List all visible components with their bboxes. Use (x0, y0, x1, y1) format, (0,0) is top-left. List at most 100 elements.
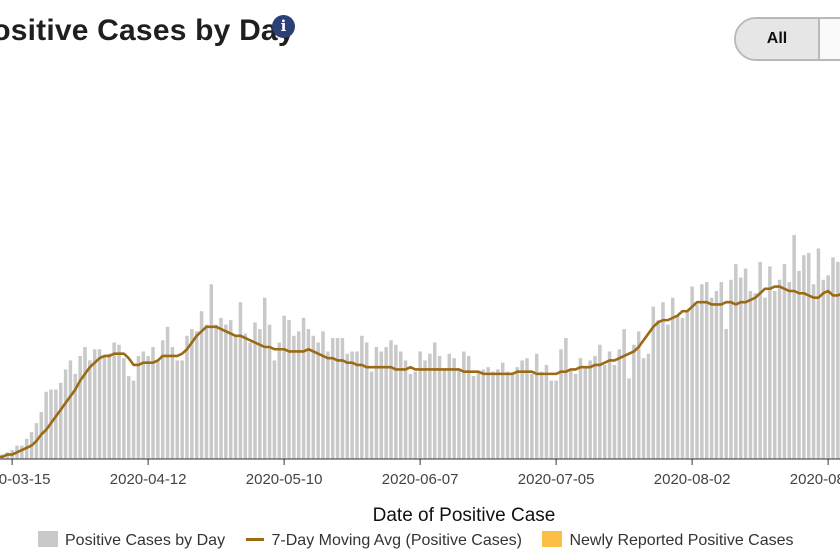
bar-day-130[interactable] (612, 364, 617, 459)
bar-day-118[interactable] (554, 380, 558, 459)
bar-day-84[interactable] (389, 340, 393, 459)
bar-day-136[interactable] (641, 358, 646, 459)
bar-day-148[interactable] (700, 284, 704, 459)
bar-day-101[interactable] (471, 376, 476, 459)
bar-day-127[interactable] (598, 344, 602, 459)
bar-day-121[interactable] (568, 369, 573, 459)
bar-day-38[interactable] (165, 326, 170, 459)
bar-day-112[interactable] (525, 358, 529, 459)
bar-day-60[interactable] (272, 360, 277, 459)
legend-item-cases[interactable]: Positive Cases by Day (38, 531, 225, 550)
bar-day-57[interactable] (258, 329, 262, 459)
bar-day-39[interactable] (170, 347, 175, 459)
bar-day-52[interactable] (233, 335, 238, 459)
bar-day-31[interactable] (131, 380, 136, 459)
bar-day-120[interactable] (564, 338, 568, 459)
bar-day-70[interactable] (321, 331, 325, 459)
bar-day-87[interactable] (403, 360, 408, 459)
bar-day-79[interactable] (364, 342, 369, 459)
bar-day-155[interactable] (734, 264, 738, 459)
bar-day-159[interactable] (753, 293, 758, 459)
bar-day-75[interactable] (345, 353, 350, 459)
bar-day-110[interactable] (515, 367, 520, 459)
bar-day-164[interactable] (777, 279, 782, 459)
bar-day-24[interactable] (97, 349, 102, 459)
bar-day-125[interactable] (588, 360, 592, 459)
bar-day-95[interactable] (442, 369, 447, 459)
bar-day-85[interactable] (394, 344, 398, 459)
bar-day-8[interactable] (20, 445, 24, 459)
bar-day-115[interactable] (539, 371, 544, 459)
bar-day-116[interactable] (544, 364, 549, 459)
bar-day-78[interactable] (360, 335, 364, 459)
moving-average-line[interactable] (0, 284, 840, 459)
bar-day-49[interactable] (219, 317, 223, 459)
bar-day-169[interactable] (802, 255, 806, 459)
bar-day-32[interactable] (136, 355, 141, 459)
bar-day-133[interactable] (627, 378, 631, 459)
bar-day-158[interactable] (748, 291, 753, 459)
bar-day-162[interactable] (768, 266, 772, 459)
bar-day-92[interactable] (428, 353, 432, 459)
bar-day-37[interactable] (160, 340, 165, 459)
bar-day-35[interactable] (151, 347, 155, 459)
bar-day-65[interactable] (296, 331, 301, 459)
bar-day-106[interactable] (496, 369, 500, 459)
bar-day-81[interactable] (374, 347, 379, 459)
bar-day-153[interactable] (724, 329, 728, 459)
bar-day-23[interactable] (92, 349, 97, 459)
bar-day-154[interactable] (729, 279, 733, 459)
bar-day-173[interactable] (821, 279, 826, 459)
bar-day-61[interactable] (277, 342, 282, 459)
bar-day-73[interactable] (335, 338, 340, 459)
bar-day-134[interactable] (632, 344, 636, 459)
bar-day-126[interactable] (593, 355, 597, 459)
bar-day-165[interactable] (782, 264, 787, 459)
bar-day-103[interactable] (481, 369, 486, 459)
bar-day-30[interactable] (126, 376, 131, 459)
bar-day-128[interactable] (602, 364, 607, 459)
bar-day-151[interactable] (714, 291, 719, 459)
bar-day-152[interactable] (719, 282, 724, 459)
bar-day-137[interactable] (646, 353, 651, 459)
bar-day-114[interactable] (534, 353, 539, 459)
bar-day-149[interactable] (704, 282, 709, 459)
bar-day-161[interactable] (763, 297, 767, 459)
bar-day-72[interactable] (330, 338, 335, 459)
bar-day-124[interactable] (583, 367, 588, 459)
bar-day-144[interactable] (680, 317, 685, 459)
bar-day-17[interactable] (63, 369, 68, 459)
bar-day-100[interactable] (466, 355, 471, 459)
bar-day-55[interactable] (248, 342, 252, 459)
bar-day-117[interactable] (549, 380, 554, 459)
bar-day-157[interactable] (743, 268, 748, 459)
bar-day-96[interactable] (447, 353, 452, 459)
bar-day-97[interactable] (452, 358, 456, 459)
bar-day-167[interactable] (792, 235, 796, 459)
bar-day-59[interactable] (267, 324, 272, 459)
bar-day-138[interactable] (651, 306, 656, 459)
bar-day-42[interactable] (185, 335, 189, 459)
bar-day-33[interactable] (141, 351, 146, 459)
bar-day-64[interactable] (292, 335, 296, 459)
bar-day-68[interactable] (311, 335, 316, 459)
bar-day-63[interactable] (287, 320, 291, 459)
bar-day-41[interactable] (180, 360, 184, 459)
bar-day-86[interactable] (398, 351, 403, 459)
bar-day-140[interactable] (661, 302, 665, 459)
bar-day-82[interactable] (379, 351, 384, 459)
bar-day-122[interactable] (573, 373, 578, 459)
bar-day-22[interactable] (88, 360, 92, 459)
bar-day-166[interactable] (787, 282, 792, 459)
bar-day-88[interactable] (408, 373, 413, 459)
bar-day-160[interactable] (758, 261, 762, 459)
bar-day-45[interactable] (199, 311, 204, 459)
bar-day-170[interactable] (806, 252, 811, 459)
bar-day-131[interactable] (617, 349, 622, 459)
bar-day-50[interactable] (224, 324, 228, 459)
bar-day-66[interactable] (301, 317, 306, 459)
bar-day-25[interactable] (102, 355, 107, 459)
bar-day-43[interactable] (190, 329, 194, 459)
bar-day-107[interactable] (500, 362, 505, 459)
toggle-all-button[interactable]: All (736, 19, 820, 59)
